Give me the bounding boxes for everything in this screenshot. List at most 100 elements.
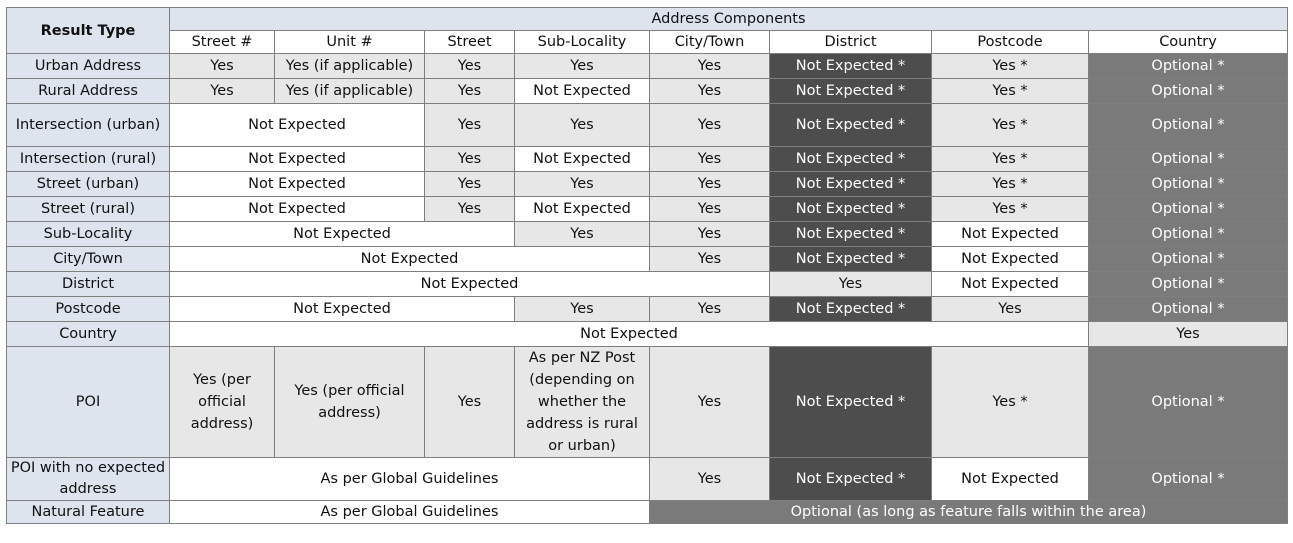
table-cell: Yes: [424, 196, 515, 222]
row-label: Postcode: [6, 296, 170, 322]
row-label: Urban Address: [6, 53, 170, 79]
row-label: POI with no expected address: [6, 457, 170, 501]
table-cell: Not Expected *: [769, 296, 932, 322]
table-cell: Not Expected: [169, 103, 425, 147]
row-label: Sub-Locality: [6, 221, 170, 247]
table-cell: Not Expected: [169, 321, 1089, 347]
col-sub-locality: Sub-Locality: [514, 30, 650, 54]
table-cell: Not Expected: [514, 196, 650, 222]
table-row: Street (urban) Not Expected Yes Yes Yes …: [6, 171, 1288, 197]
table-cell: Optional (as long as feature falls withi…: [649, 500, 1288, 524]
table-row: Sub-Locality Not Expected Yes Yes Not Ex…: [6, 221, 1288, 247]
table-cell: Yes *: [931, 346, 1089, 458]
table-row: Rural Address Yes Yes (if applicable) Ye…: [6, 78, 1288, 104]
table-row: POI with no expected address As per Glob…: [6, 457, 1288, 501]
table-cell: Yes *: [931, 103, 1089, 147]
table-cell: Optional *: [1088, 196, 1288, 222]
table-cell: Optional *: [1088, 53, 1288, 79]
table-cell: Yes: [424, 171, 515, 197]
table-row: Postcode Not Expected Yes Yes Not Expect…: [6, 296, 1288, 322]
table-cell: Yes: [649, 196, 770, 222]
col-country: Country: [1088, 30, 1288, 54]
row-label: Intersection (rural): [6, 146, 170, 172]
table-cell: Yes *: [931, 146, 1089, 172]
table-cell: Not Expected *: [769, 346, 932, 458]
table-cell: Yes: [649, 457, 770, 501]
row-label: District: [6, 271, 170, 297]
table-cell: Optional *: [1088, 296, 1288, 322]
row-label: Street (rural): [6, 196, 170, 222]
table-cell: Not Expected *: [769, 196, 932, 222]
table-cell: Yes: [514, 53, 650, 79]
table-cell: Yes (per official address): [169, 346, 275, 458]
row-label: POI: [6, 346, 170, 458]
table-cell: Not Expected *: [769, 457, 932, 501]
row-label: Street (urban): [6, 171, 170, 197]
table-cell: Not Expected: [931, 221, 1089, 247]
table-cell: Yes: [169, 78, 275, 104]
col-city-town: City/Town: [649, 30, 770, 54]
table-cell: Yes: [649, 146, 770, 172]
table-row: Urban Address Yes Yes (if applicable) Ye…: [6, 53, 1288, 79]
table-cell: Not Expected *: [769, 171, 932, 197]
table-cell: Optional *: [1088, 457, 1288, 501]
table-cell: Yes: [931, 296, 1089, 322]
col-street: Street: [424, 30, 515, 54]
table-cell: Not Expected: [169, 146, 425, 172]
table-cell: Yes: [769, 271, 932, 297]
table-cell: Optional *: [1088, 221, 1288, 247]
col-unit-number: Unit #: [274, 30, 425, 54]
table-cell: Yes: [514, 296, 650, 322]
address-components-header: Address Components: [169, 7, 1288, 31]
table-cell: Yes: [649, 103, 770, 147]
table-row: Natural Feature As per Global Guidelines…: [6, 500, 1288, 524]
table-cell: Optional *: [1088, 246, 1288, 272]
table-cell: Yes (if applicable): [274, 53, 425, 79]
table-cell: Yes: [649, 221, 770, 247]
table-cell: Yes: [424, 53, 515, 79]
table-cell: Not Expected *: [769, 53, 932, 79]
table-cell: Not Expected *: [769, 146, 932, 172]
table-cell: Yes: [424, 146, 515, 172]
row-label: Intersection (urban): [6, 103, 170, 147]
table-cell: As per Global Guidelines: [169, 457, 650, 501]
table-cell: Yes: [514, 171, 650, 197]
table-row: Intersection (urban) Not Expected Yes Ye…: [6, 103, 1288, 147]
result-type-header: Result Type: [6, 7, 170, 54]
table-cell: Optional *: [1088, 346, 1288, 458]
row-label: Rural Address: [6, 78, 170, 104]
row-label: City/Town: [6, 246, 170, 272]
table-cell: Not Expected: [931, 246, 1089, 272]
table-cell: Yes (per official address): [274, 346, 425, 458]
table-cell: Yes *: [931, 78, 1089, 104]
row-label: Country: [6, 321, 170, 347]
table-cell: Optional *: [1088, 171, 1288, 197]
table-cell: Optional *: [1088, 103, 1288, 147]
row-label: Natural Feature: [6, 500, 170, 524]
col-postcode: Postcode: [931, 30, 1089, 54]
table-row: Street (rural) Not Expected Yes Not Expe…: [6, 196, 1288, 222]
table-cell: Optional *: [1088, 78, 1288, 104]
table-cell: Not Expected: [931, 457, 1089, 501]
table-row: Country Not Expected Yes: [6, 321, 1288, 347]
col-district: District: [769, 30, 932, 54]
table-cell: Yes *: [931, 171, 1089, 197]
table-cell: Yes: [514, 103, 650, 147]
table-cell: Not Expected: [169, 196, 425, 222]
table-cell: Yes: [649, 296, 770, 322]
table-cell: Not Expected: [514, 78, 650, 104]
table-cell: Not Expected: [514, 146, 650, 172]
address-components-table: Result Type Address Components Street # …: [6, 7, 1288, 524]
table-cell: Yes: [424, 103, 515, 147]
table-row: City/Town Not Expected Yes Not Expected …: [6, 246, 1288, 272]
table-cell: Yes (if applicable): [274, 78, 425, 104]
table-cell: Not Expected: [169, 271, 770, 297]
table-row: Intersection (rural) Not Expected Yes No…: [6, 146, 1288, 172]
table-cell: Yes: [424, 78, 515, 104]
table-cell: Not Expected *: [769, 103, 932, 147]
table-cell: Not Expected *: [769, 246, 932, 272]
col-street-number: Street #: [169, 30, 275, 54]
table-cell: Yes: [169, 53, 275, 79]
table-cell: Not Expected *: [769, 78, 932, 104]
table-cell: Yes *: [931, 53, 1089, 79]
